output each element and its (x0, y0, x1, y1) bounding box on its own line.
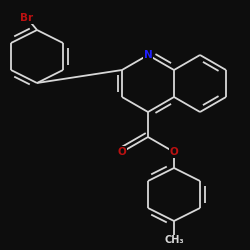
Text: O: O (118, 147, 126, 157)
Text: Br: Br (20, 13, 34, 23)
Text: CH₃: CH₃ (164, 235, 184, 245)
Text: O: O (170, 147, 178, 157)
Text: N: N (144, 50, 152, 60)
